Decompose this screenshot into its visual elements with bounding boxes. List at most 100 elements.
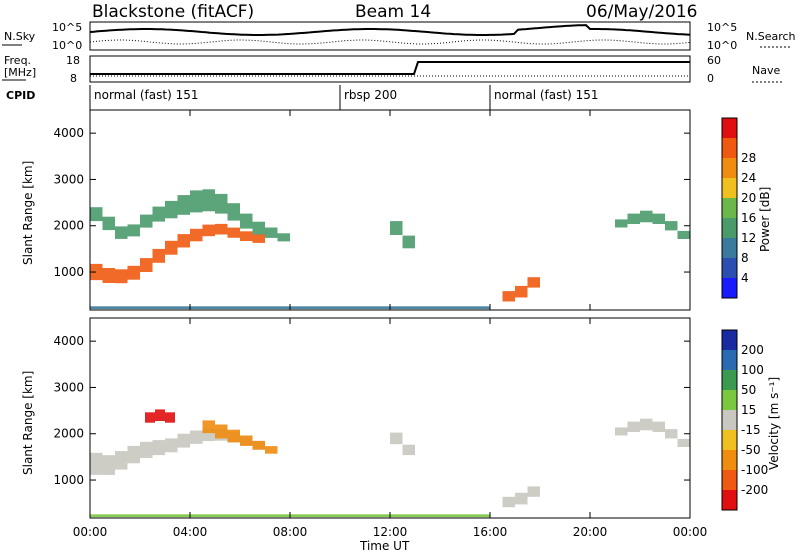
power-heatmap (90, 189, 690, 310)
freq-right-tick-bottom: 0 (707, 72, 714, 85)
colorbar-tick-label: -15 (741, 423, 761, 437)
heatmap-cell (652, 213, 665, 224)
heatmap-cell (215, 193, 228, 214)
sky-noise-line (89, 24, 691, 36)
x-tick-label: 00:00 (673, 525, 708, 539)
colorbar-tick-label: 15 (741, 403, 756, 417)
heatmap-cell (527, 486, 540, 497)
sky-panel: N.Sky 10^5 10^0 10^5 10^0 N.Search (2, 21, 796, 52)
velocity-panel: 1000 2000 3000 4000 Slant Range [km] -200 -1… (21, 317, 781, 519)
heatmap-cell (155, 409, 165, 421)
heatmap-cell (102, 216, 115, 231)
heatmap-cell (215, 424, 228, 439)
heatmap-cell (240, 231, 253, 241)
heatmap-cell (627, 213, 640, 224)
cpid-segment-label: normal (fast) 151 (94, 88, 198, 102)
heatmap-cell (102, 455, 115, 475)
y-tick-label: 1000 (53, 473, 84, 487)
colorbar-swatch (722, 238, 737, 258)
heatmap-cell (527, 277, 540, 288)
colorbar-tick-label: 4 (741, 271, 749, 285)
heatmap-cell (202, 224, 215, 237)
colorbar-swatch (722, 470, 737, 490)
heatmap-cell (165, 240, 178, 255)
heatmap-cell (252, 221, 265, 235)
freq-left-tick-bottom: 8 (70, 72, 77, 85)
velocity-y-label: Slant Range [km] (21, 371, 35, 475)
power-colorbar-label: Power [dB] (758, 187, 772, 252)
y-tick-label: 1000 (53, 265, 84, 279)
colorbar-frame (721, 117, 738, 299)
heatmap-cell (502, 496, 515, 508)
heatmap-cell (390, 306, 490, 310)
colorbar-swatch (722, 218, 737, 238)
colorbar-swatch (722, 198, 737, 218)
heatmap-cell (515, 285, 528, 298)
colorbar-tick-label: 24 (741, 171, 756, 185)
cpid-row: CPID normal (fast) 151 rbsp 200 normal (fa… (6, 85, 598, 110)
heatmap-cell (145, 412, 155, 423)
heatmap-cell (615, 219, 628, 228)
frequency-line (90, 61, 690, 75)
colorbar-frame (721, 329, 738, 511)
heatmap-cell (615, 427, 628, 436)
colorbar-swatch (722, 410, 737, 430)
heatmap-cell (190, 306, 290, 310)
colorbar-tick-label: 100 (741, 363, 764, 377)
heatmap-cell (202, 189, 215, 212)
heatmap-cell (140, 258, 153, 272)
heatmap-cell (252, 234, 265, 243)
date-title: 06/May/2016 (586, 2, 698, 22)
velocity-colorbar: -200 -100 -50 -15 15 50 100 200 (721, 329, 768, 511)
heatmap-cell (127, 265, 140, 280)
heatmap-cell (390, 221, 403, 235)
x-tick-label: 08:00 (273, 525, 308, 539)
y-tick-label: 3000 (53, 172, 84, 186)
heatmap-cell (177, 234, 190, 248)
heatmap-cell (115, 451, 128, 470)
x-axis: 00:00 04:00 08:00 12:00 16:00 20:00 00:00 (73, 110, 708, 539)
heatmap-cell (152, 248, 165, 263)
heatmap-cell (390, 432, 403, 445)
heatmap-cell (265, 227, 278, 238)
colorbar-swatch (722, 330, 737, 350)
colorbar-swatch (722, 258, 737, 278)
heatmap-cell (227, 227, 240, 238)
cpid-segment-label: normal (fast) 151 (494, 88, 598, 102)
heatmap-cell (677, 438, 690, 447)
y-tick-label: 4000 (53, 126, 84, 140)
colorbar-swatch (722, 350, 737, 370)
heatmap-cell (90, 306, 190, 310)
freq-left-tick-top: 18 (66, 54, 80, 67)
colorbar-swatch (722, 178, 737, 198)
cpid-label: CPID (6, 89, 35, 102)
heatmap-cell (240, 213, 253, 229)
x-tick-label: 20:00 (573, 525, 608, 539)
colorbar-tick-label: 28 (741, 151, 756, 165)
x-tick-label: 12:00 (373, 525, 408, 539)
heatmap-cell (390, 514, 490, 518)
freq-right-tick-top: 60 (707, 54, 721, 67)
colorbar-tick-label: 50 (741, 383, 756, 397)
velocity-heatmap (90, 409, 690, 518)
sky-left-tick-bottom: 10^0 (52, 39, 82, 52)
heatmap-cell (165, 200, 178, 219)
heatmap-cell (515, 492, 528, 505)
heatmap-cell (202, 420, 215, 434)
heatmap-cell (152, 206, 165, 222)
colorbar-tick-label: 20 (741, 191, 756, 205)
nave-label: Nave (752, 64, 780, 77)
colorbar-swatch (722, 278, 737, 298)
colorbar-swatch (722, 390, 737, 410)
sky-left-label: N.Sky (4, 30, 36, 43)
power-panel: 1000 2000 3000 4000 Slant Range [km] 4 8 12 16… (21, 109, 772, 311)
power-y-ticks: 1000 2000 3000 4000 (53, 126, 690, 279)
y-tick-label: 4000 (53, 334, 84, 348)
colorbar-swatch (722, 490, 737, 510)
heatmap-cell (290, 306, 390, 310)
heatmap-cell (402, 444, 415, 456)
heatmap-cell (402, 235, 415, 249)
power-y-label: Slant Range [km] (21, 161, 35, 265)
heatmap-cell (665, 429, 678, 439)
heatmap-cell (127, 224, 140, 237)
